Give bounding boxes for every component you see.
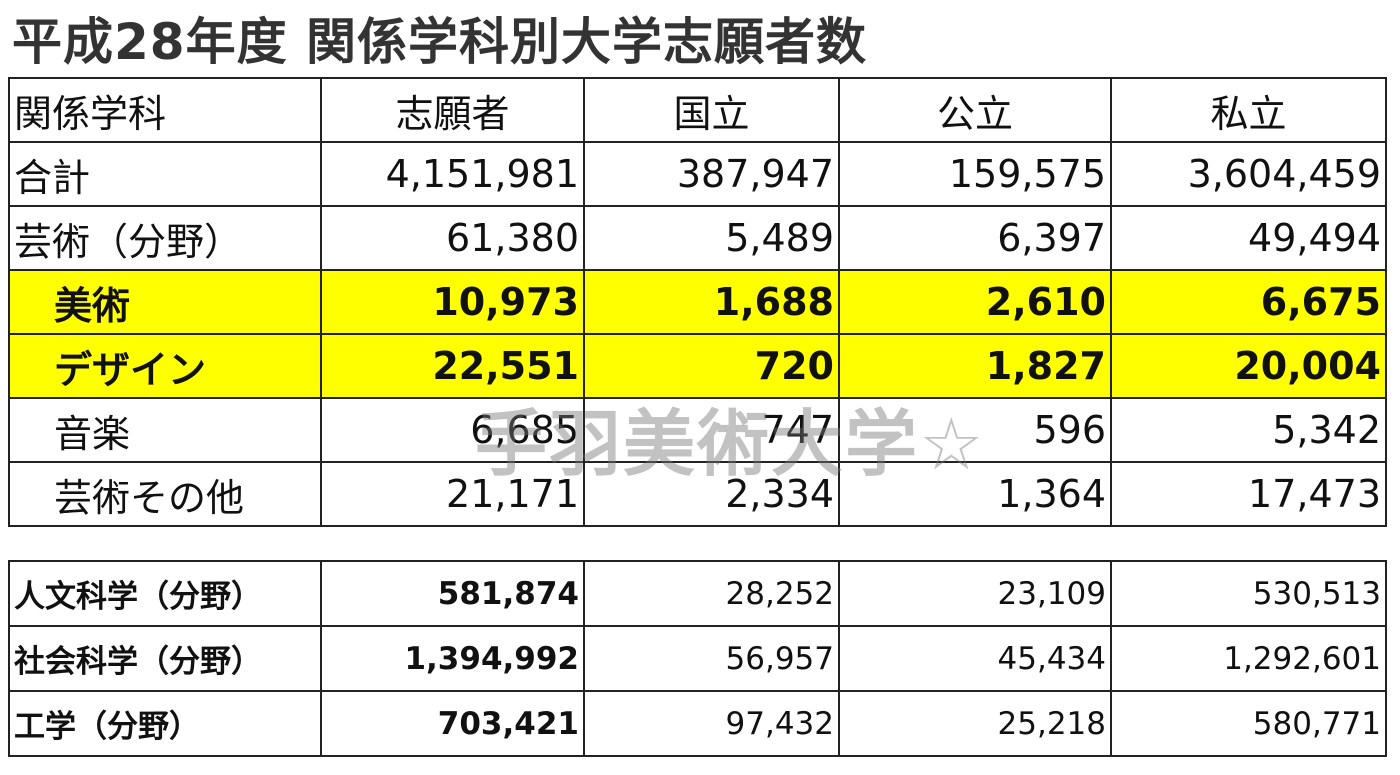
table-cell: 4,151,981 — [320, 141, 585, 207]
table-cell: 5,342 — [1110, 397, 1387, 463]
table-cell: 6,397 — [838, 205, 1112, 271]
table-row: 芸術その他 21,171 2,334 1,364 17,473 — [8, 461, 1387, 527]
table-cell: 2,610 — [838, 269, 1112, 335]
table-cell: 1,364 — [838, 461, 1112, 527]
table-cell: 芸術（分野） — [8, 205, 322, 271]
table-cell: 45,434 — [838, 625, 1112, 692]
table-row: 関係学科 志願者 国立 公立 私立 — [8, 77, 1387, 143]
table-row: 音楽 6,685 747 596 5,342 — [8, 397, 1387, 463]
table-cell: 747 — [583, 397, 840, 463]
table-cell: 580,771 — [1110, 690, 1387, 757]
table-cell: 1,827 — [838, 333, 1112, 399]
table-cell: 28,252 — [583, 560, 840, 627]
table-row: 美術 10,973 1,688 2,610 6,675 — [8, 269, 1387, 335]
table-cell: 合計 — [8, 141, 322, 207]
table-cell: 1,394,992 — [320, 625, 585, 692]
table-cell: 703,421 — [320, 690, 585, 757]
table-cell: 21,171 — [320, 461, 585, 527]
table-cell: 17,473 — [1110, 461, 1387, 527]
table-cell: 社会科学（分野） — [8, 625, 322, 692]
table-cell: 49,494 — [1110, 205, 1387, 271]
table-cell: 10,973 — [320, 269, 585, 335]
table-cell: 6,675 — [1110, 269, 1387, 335]
table-cell: 芸術その他 — [8, 461, 322, 527]
table-cell: 720 — [583, 333, 840, 399]
table-row: デザイン 22,551 720 1,827 20,004 — [8, 333, 1387, 399]
table-cell: 596 — [838, 397, 1112, 463]
table-row: 社会科学（分野） 1,394,992 56,957 45,434 1,292,601 — [8, 625, 1387, 692]
table-cell: 387,947 — [583, 141, 840, 207]
table-cell: デザイン — [8, 333, 322, 399]
table-cell: 23,109 — [838, 560, 1112, 627]
table-cell: 3,604,459 — [1110, 141, 1387, 207]
table-cell: 2,334 — [583, 461, 840, 527]
table-cell: 音楽 — [8, 397, 322, 463]
table-cell: 530,513 — [1110, 560, 1387, 627]
table-row: 芸術（分野） 61,380 5,489 6,397 49,494 — [8, 205, 1387, 271]
table-row: 合計 4,151,981 387,947 159,575 3,604,459 — [8, 141, 1387, 207]
table: 関係学科 志願者 国立 公立 私立 合計 4,151,981 387,947 159,575 3,… — [8, 77, 1387, 527]
table-cell: 1,688 — [583, 269, 840, 335]
table-cell: 志願者 — [320, 77, 585, 143]
table-cell: 97,432 — [583, 690, 840, 757]
title: 平成28年度 関係学科別大学志願者数 — [12, 13, 867, 71]
table-cell: 6,685 — [320, 397, 585, 463]
table-cell: 20,004 — [1110, 333, 1387, 399]
table: 人文科学（分野） 581,874 28,252 23,109 530,513 社会科学（分… — [8, 560, 1387, 757]
table-cell: 5,489 — [583, 205, 840, 271]
table-cell: 工学（分野） — [8, 690, 322, 757]
table-cell: 25,218 — [838, 690, 1112, 757]
table-cell: 国立 — [583, 77, 840, 143]
table-cell: 1,292,601 — [1110, 625, 1387, 692]
table-cell: 私立 — [1110, 77, 1387, 143]
table-cell: 人文科学（分野） — [8, 560, 322, 627]
table-cell: 公立 — [838, 77, 1112, 143]
table-cell: 関係学科 — [8, 77, 322, 143]
table-cell: 56,957 — [583, 625, 840, 692]
table-cell: 美術 — [8, 269, 322, 335]
table-cell: 22,551 — [320, 333, 585, 399]
table-row: 工学（分野） 703,421 97,432 25,218 580,771 — [8, 690, 1387, 757]
table-cell: 581,874 — [320, 560, 585, 627]
table-cell: 159,575 — [838, 141, 1112, 207]
table-row: 人文科学（分野） 581,874 28,252 23,109 530,513 — [8, 560, 1387, 627]
table-cell: 61,380 — [320, 205, 585, 271]
